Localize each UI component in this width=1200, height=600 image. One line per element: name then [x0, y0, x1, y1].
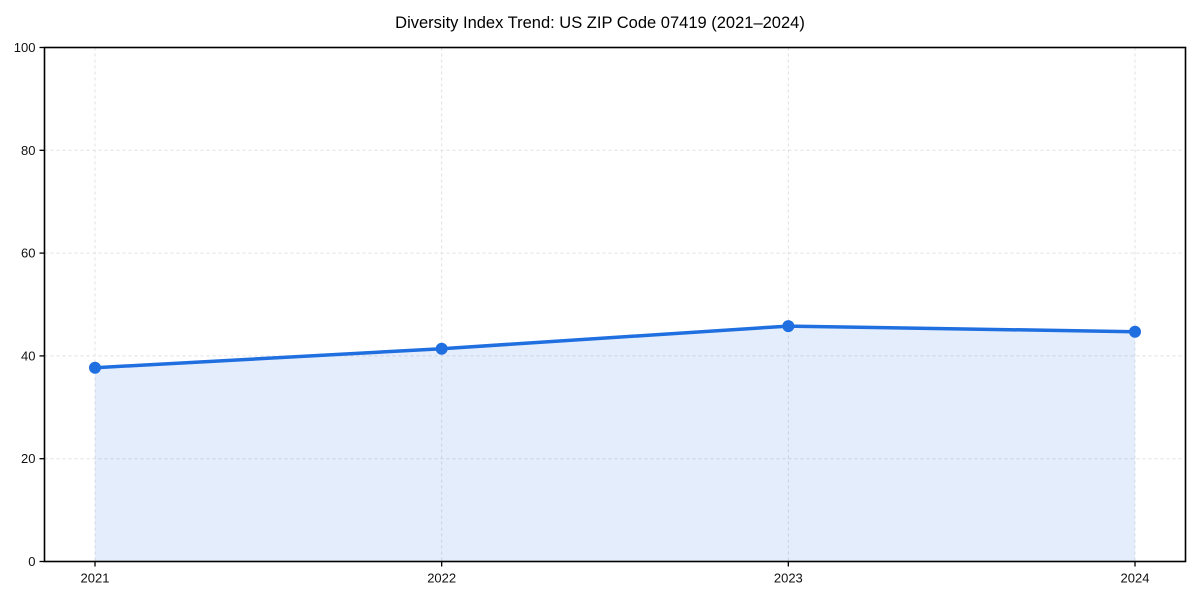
x-tick-label: 2021 [81, 571, 110, 586]
x-tick-label: 2023 [774, 571, 803, 586]
plot-border [43, 46, 1187, 563]
y-tick-label: 60 [21, 246, 35, 261]
data-point [435, 342, 448, 355]
data-point [782, 320, 795, 333]
data-point [89, 361, 101, 374]
y-tick-label: 80 [21, 143, 35, 158]
area-fill [95, 326, 1135, 562]
trend-line [93, 324, 1137, 370]
x-tick-label: 2022 [427, 571, 456, 586]
y-tick-label: 20 [21, 451, 35, 466]
chart-title: Diversity Index Trend: US ZIP Code 07419… [395, 14, 805, 32]
y-tick-label: 40 [21, 348, 35, 363]
y-tick-label: 0 [28, 554, 35, 569]
y-tick-label: 100 [14, 40, 36, 55]
x-tick-label: 2024 [1121, 571, 1150, 586]
data-point [1129, 325, 1141, 338]
